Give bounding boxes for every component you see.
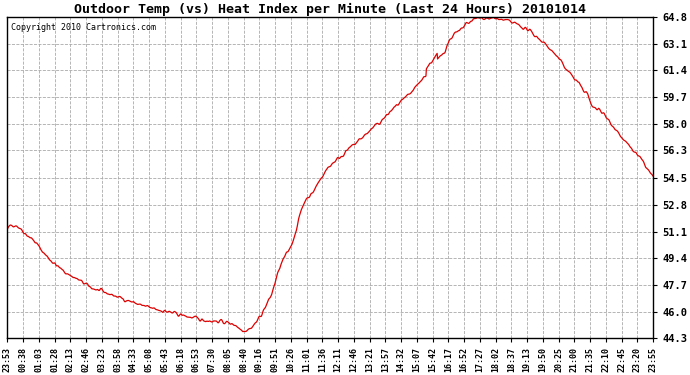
Title: Outdoor Temp (vs) Heat Index per Minute (Last 24 Hours) 20101014: Outdoor Temp (vs) Heat Index per Minute … — [75, 3, 586, 16]
Text: Copyright 2010 Cartronics.com: Copyright 2010 Cartronics.com — [10, 24, 155, 33]
